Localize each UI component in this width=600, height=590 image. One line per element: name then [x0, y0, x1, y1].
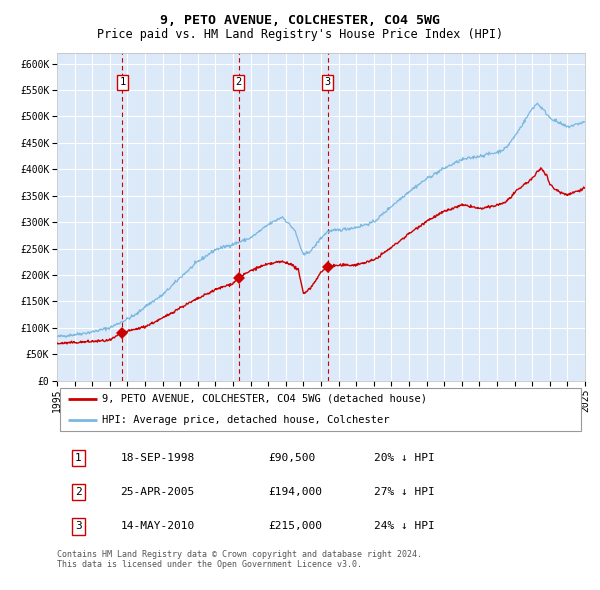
Text: 2: 2 — [75, 487, 82, 497]
Text: 9, PETO AVENUE, COLCHESTER, CO4 5WG (detached house): 9, PETO AVENUE, COLCHESTER, CO4 5WG (det… — [102, 394, 427, 404]
Text: 24% ↓ HPI: 24% ↓ HPI — [374, 522, 434, 532]
Text: 25-APR-2005: 25-APR-2005 — [121, 487, 194, 497]
Text: £90,500: £90,500 — [268, 453, 316, 463]
Text: 1: 1 — [119, 77, 125, 87]
Text: £215,000: £215,000 — [268, 522, 322, 532]
Text: 20% ↓ HPI: 20% ↓ HPI — [374, 453, 434, 463]
Text: Price paid vs. HM Land Registry's House Price Index (HPI): Price paid vs. HM Land Registry's House … — [97, 28, 503, 41]
Text: 18-SEP-1998: 18-SEP-1998 — [121, 453, 194, 463]
Text: HPI: Average price, detached house, Colchester: HPI: Average price, detached house, Colc… — [102, 415, 389, 425]
Text: 27% ↓ HPI: 27% ↓ HPI — [374, 487, 434, 497]
FancyBboxPatch shape — [59, 388, 581, 431]
Text: £194,000: £194,000 — [268, 487, 322, 497]
Text: Contains HM Land Registry data © Crown copyright and database right 2024.
This d: Contains HM Land Registry data © Crown c… — [57, 550, 422, 569]
Text: 3: 3 — [325, 77, 331, 87]
Text: 9, PETO AVENUE, COLCHESTER, CO4 5WG: 9, PETO AVENUE, COLCHESTER, CO4 5WG — [160, 14, 440, 27]
Text: 3: 3 — [75, 522, 82, 532]
Text: 2: 2 — [236, 77, 242, 87]
Text: 14-MAY-2010: 14-MAY-2010 — [121, 522, 194, 532]
Text: 1: 1 — [75, 453, 82, 463]
